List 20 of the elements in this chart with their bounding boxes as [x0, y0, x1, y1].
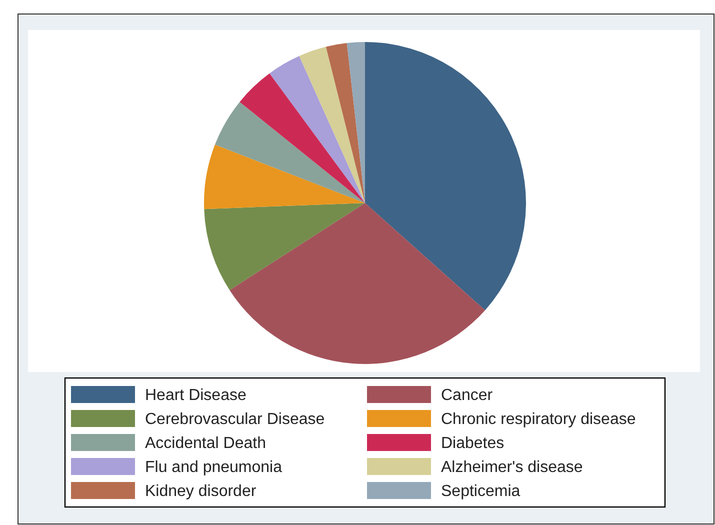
pie-slice: [214, 102, 365, 203]
legend-label: Septicemia: [441, 483, 520, 500]
legend-label: Cerebrovascular Disease: [145, 411, 325, 428]
legend-label: Kidney disorder: [145, 483, 257, 500]
legend-label: Cancer: [441, 387, 494, 404]
legend-label: Flu and pneumonia: [145, 459, 282, 476]
legend-label: Chronic respiratory disease: [441, 411, 636, 428]
pie-slice: [326, 43, 365, 203]
pie-slice: [346, 42, 365, 203]
pie-slice: [230, 203, 486, 364]
pie-slice: [270, 56, 365, 203]
pie-slice: [365, 42, 526, 310]
pie-slice: [240, 73, 365, 203]
legend-label: Accidental Death: [145, 435, 266, 452]
pie-slice: [299, 46, 365, 203]
pie-slice: [204, 144, 365, 210]
pie-slice: [204, 203, 365, 290]
legend-label: Alzheimer's disease: [441, 459, 583, 476]
legend-label: Heart Disease: [145, 387, 246, 404]
legend-label: Diabetes: [441, 435, 504, 452]
